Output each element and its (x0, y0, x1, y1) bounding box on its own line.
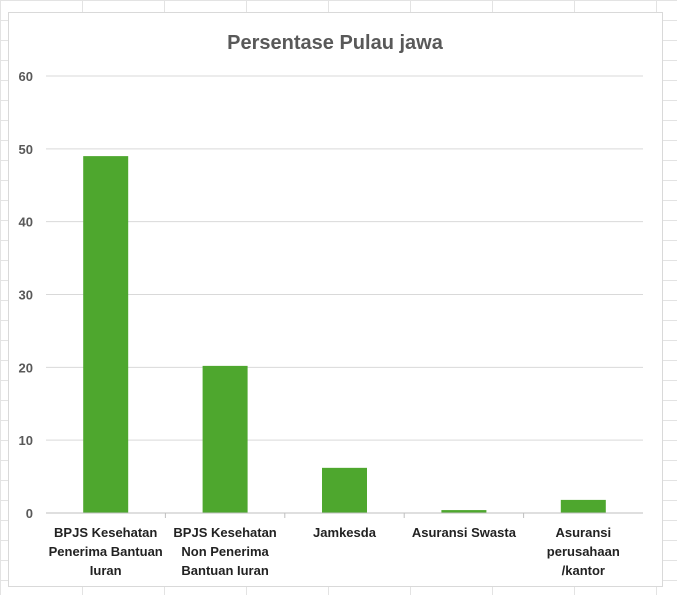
bar[interactable] (322, 467, 367, 513)
bar[interactable] (83, 156, 129, 513)
y-tick-label: 60 (19, 69, 33, 84)
x-tick-label: BPJS Kesehatan Non Penerima Bantuan Iuran (173, 525, 276, 578)
bar[interactable] (202, 365, 248, 513)
bars (83, 156, 606, 513)
y-tick-label: 30 (19, 288, 33, 303)
x-tick-label: Jamkesda (313, 525, 377, 540)
bar[interactable] (560, 499, 606, 513)
chart-title: Persentase Pulau jawa (227, 32, 444, 54)
y-tick-label: 0 (26, 506, 33, 521)
y-axis-ticks: 0 10 20 30 40 50 60 (19, 69, 33, 521)
x-axis-labels: BPJS Kesehatan Penerima Bantuan IuranBPJS … (49, 513, 620, 578)
y-tick-label: 40 (19, 215, 33, 230)
y-tick-label: 50 (19, 142, 33, 157)
bar[interactable] (441, 510, 487, 513)
x-tick-label: Asuransi perusahaan/kantor (547, 525, 620, 578)
y-tick-label: 20 (19, 360, 33, 375)
y-tick-label: 10 (19, 433, 33, 448)
gridlines (46, 75, 643, 441)
x-tick-label: BPJS Kesehatan Penerima Bantuan Iuran (49, 525, 163, 578)
x-tick-label: Asuransi Swasta (412, 525, 517, 540)
